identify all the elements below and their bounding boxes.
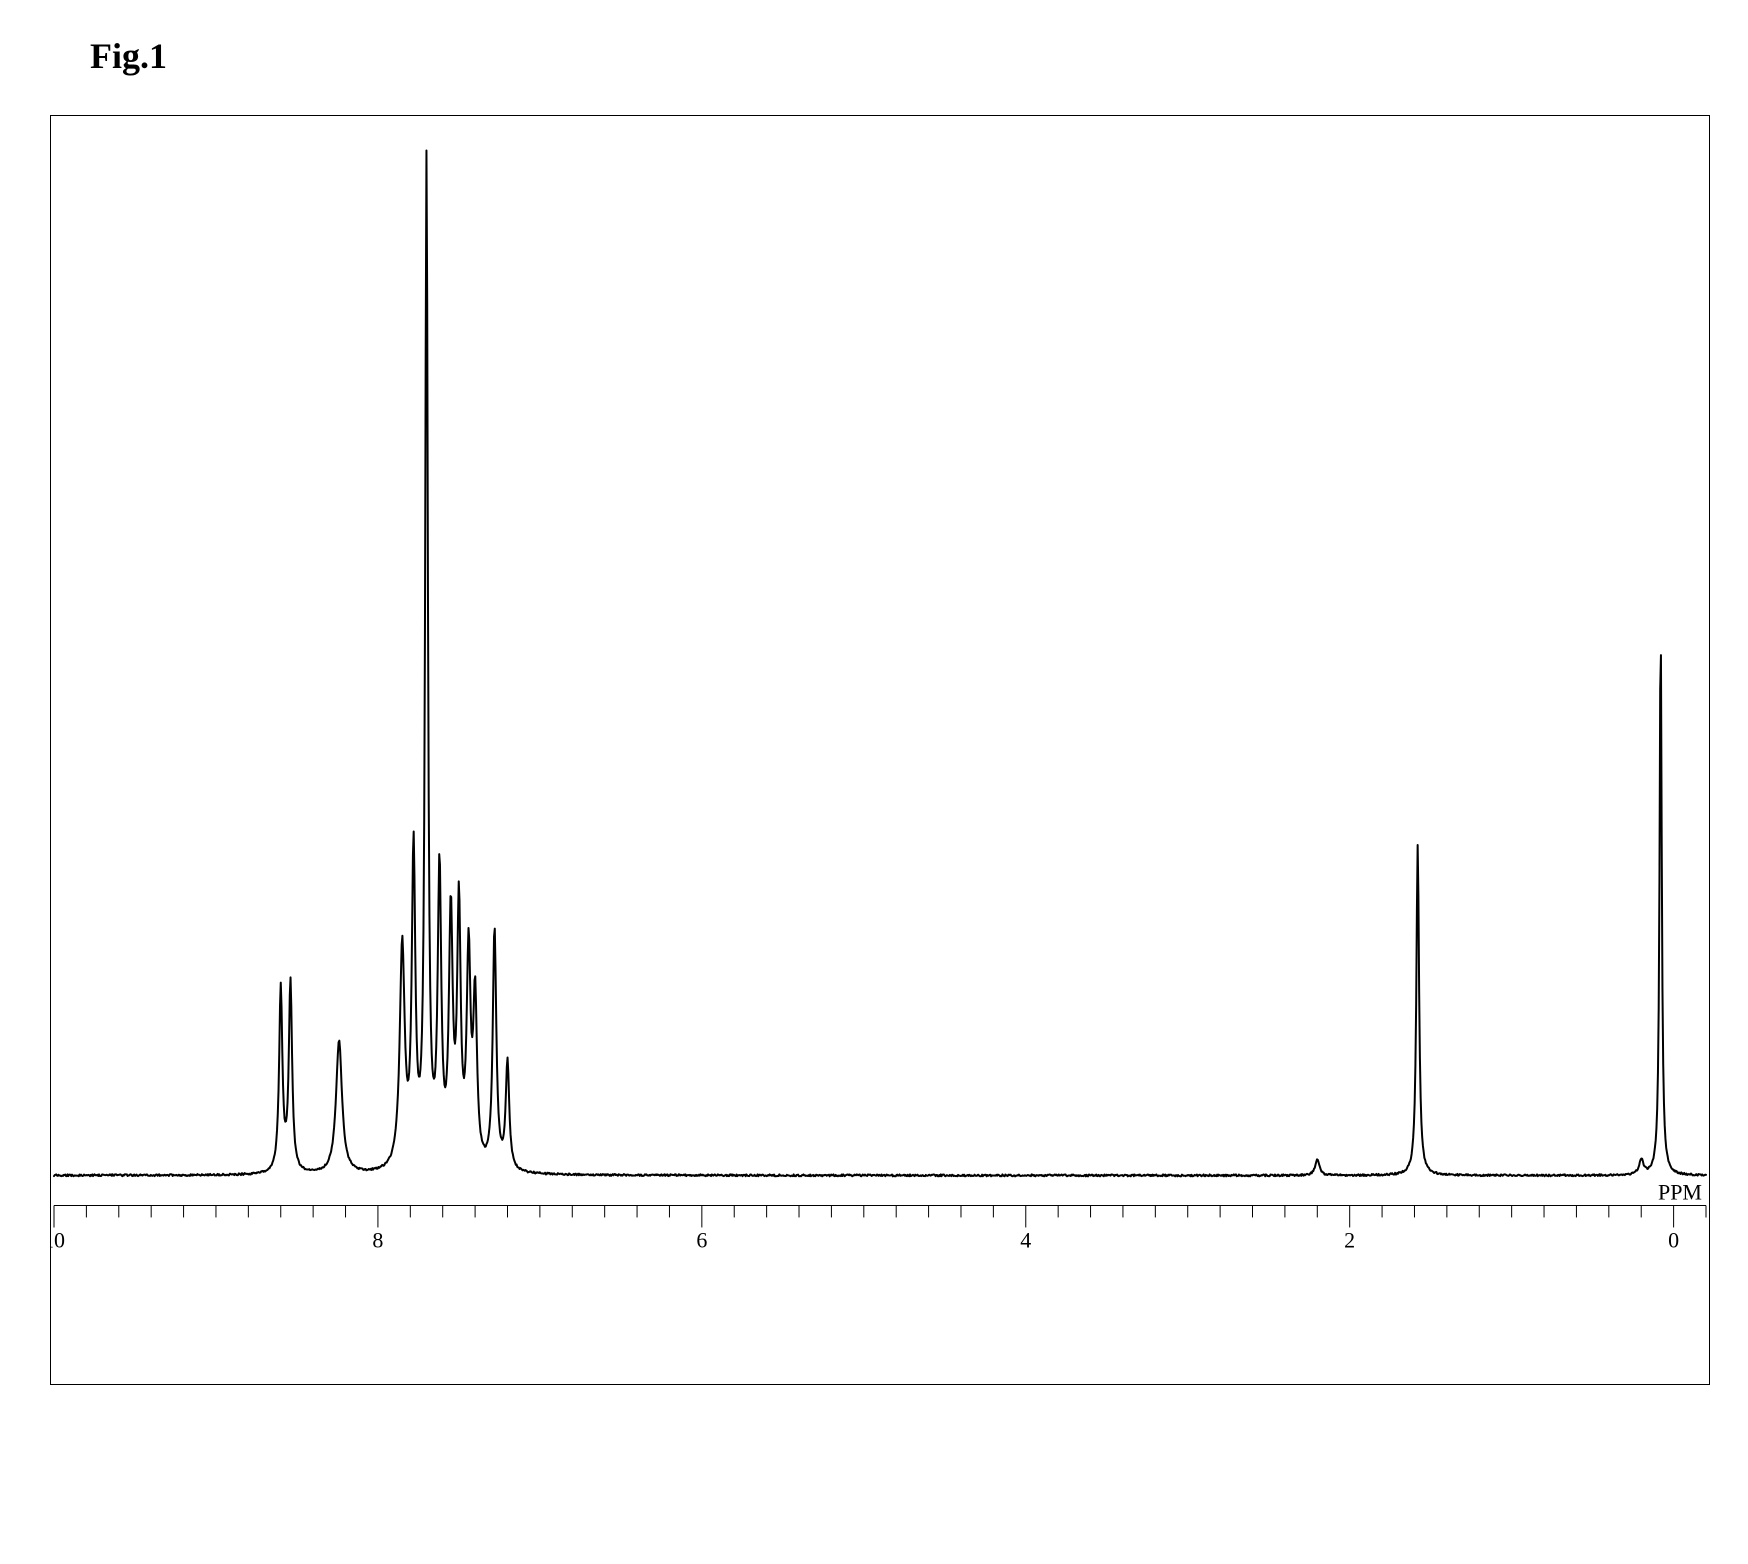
figure-label: Fig.1 — [90, 35, 167, 77]
axis-tick-label: 10 — [50, 1227, 65, 1252]
axis-tick-label: 8 — [372, 1227, 383, 1252]
axis-tick-label: 0 — [1668, 1227, 1679, 1252]
axis-tick-label: 2 — [1344, 1227, 1355, 1252]
axis-tick-label: 6 — [696, 1227, 707, 1252]
nmr-spectrum-chart: 10 8 6 4 2 0 PPM — [50, 115, 1710, 1385]
axis-tick-label: 4 — [1020, 1227, 1031, 1252]
axis-label: PPM — [1658, 1179, 1702, 1204]
